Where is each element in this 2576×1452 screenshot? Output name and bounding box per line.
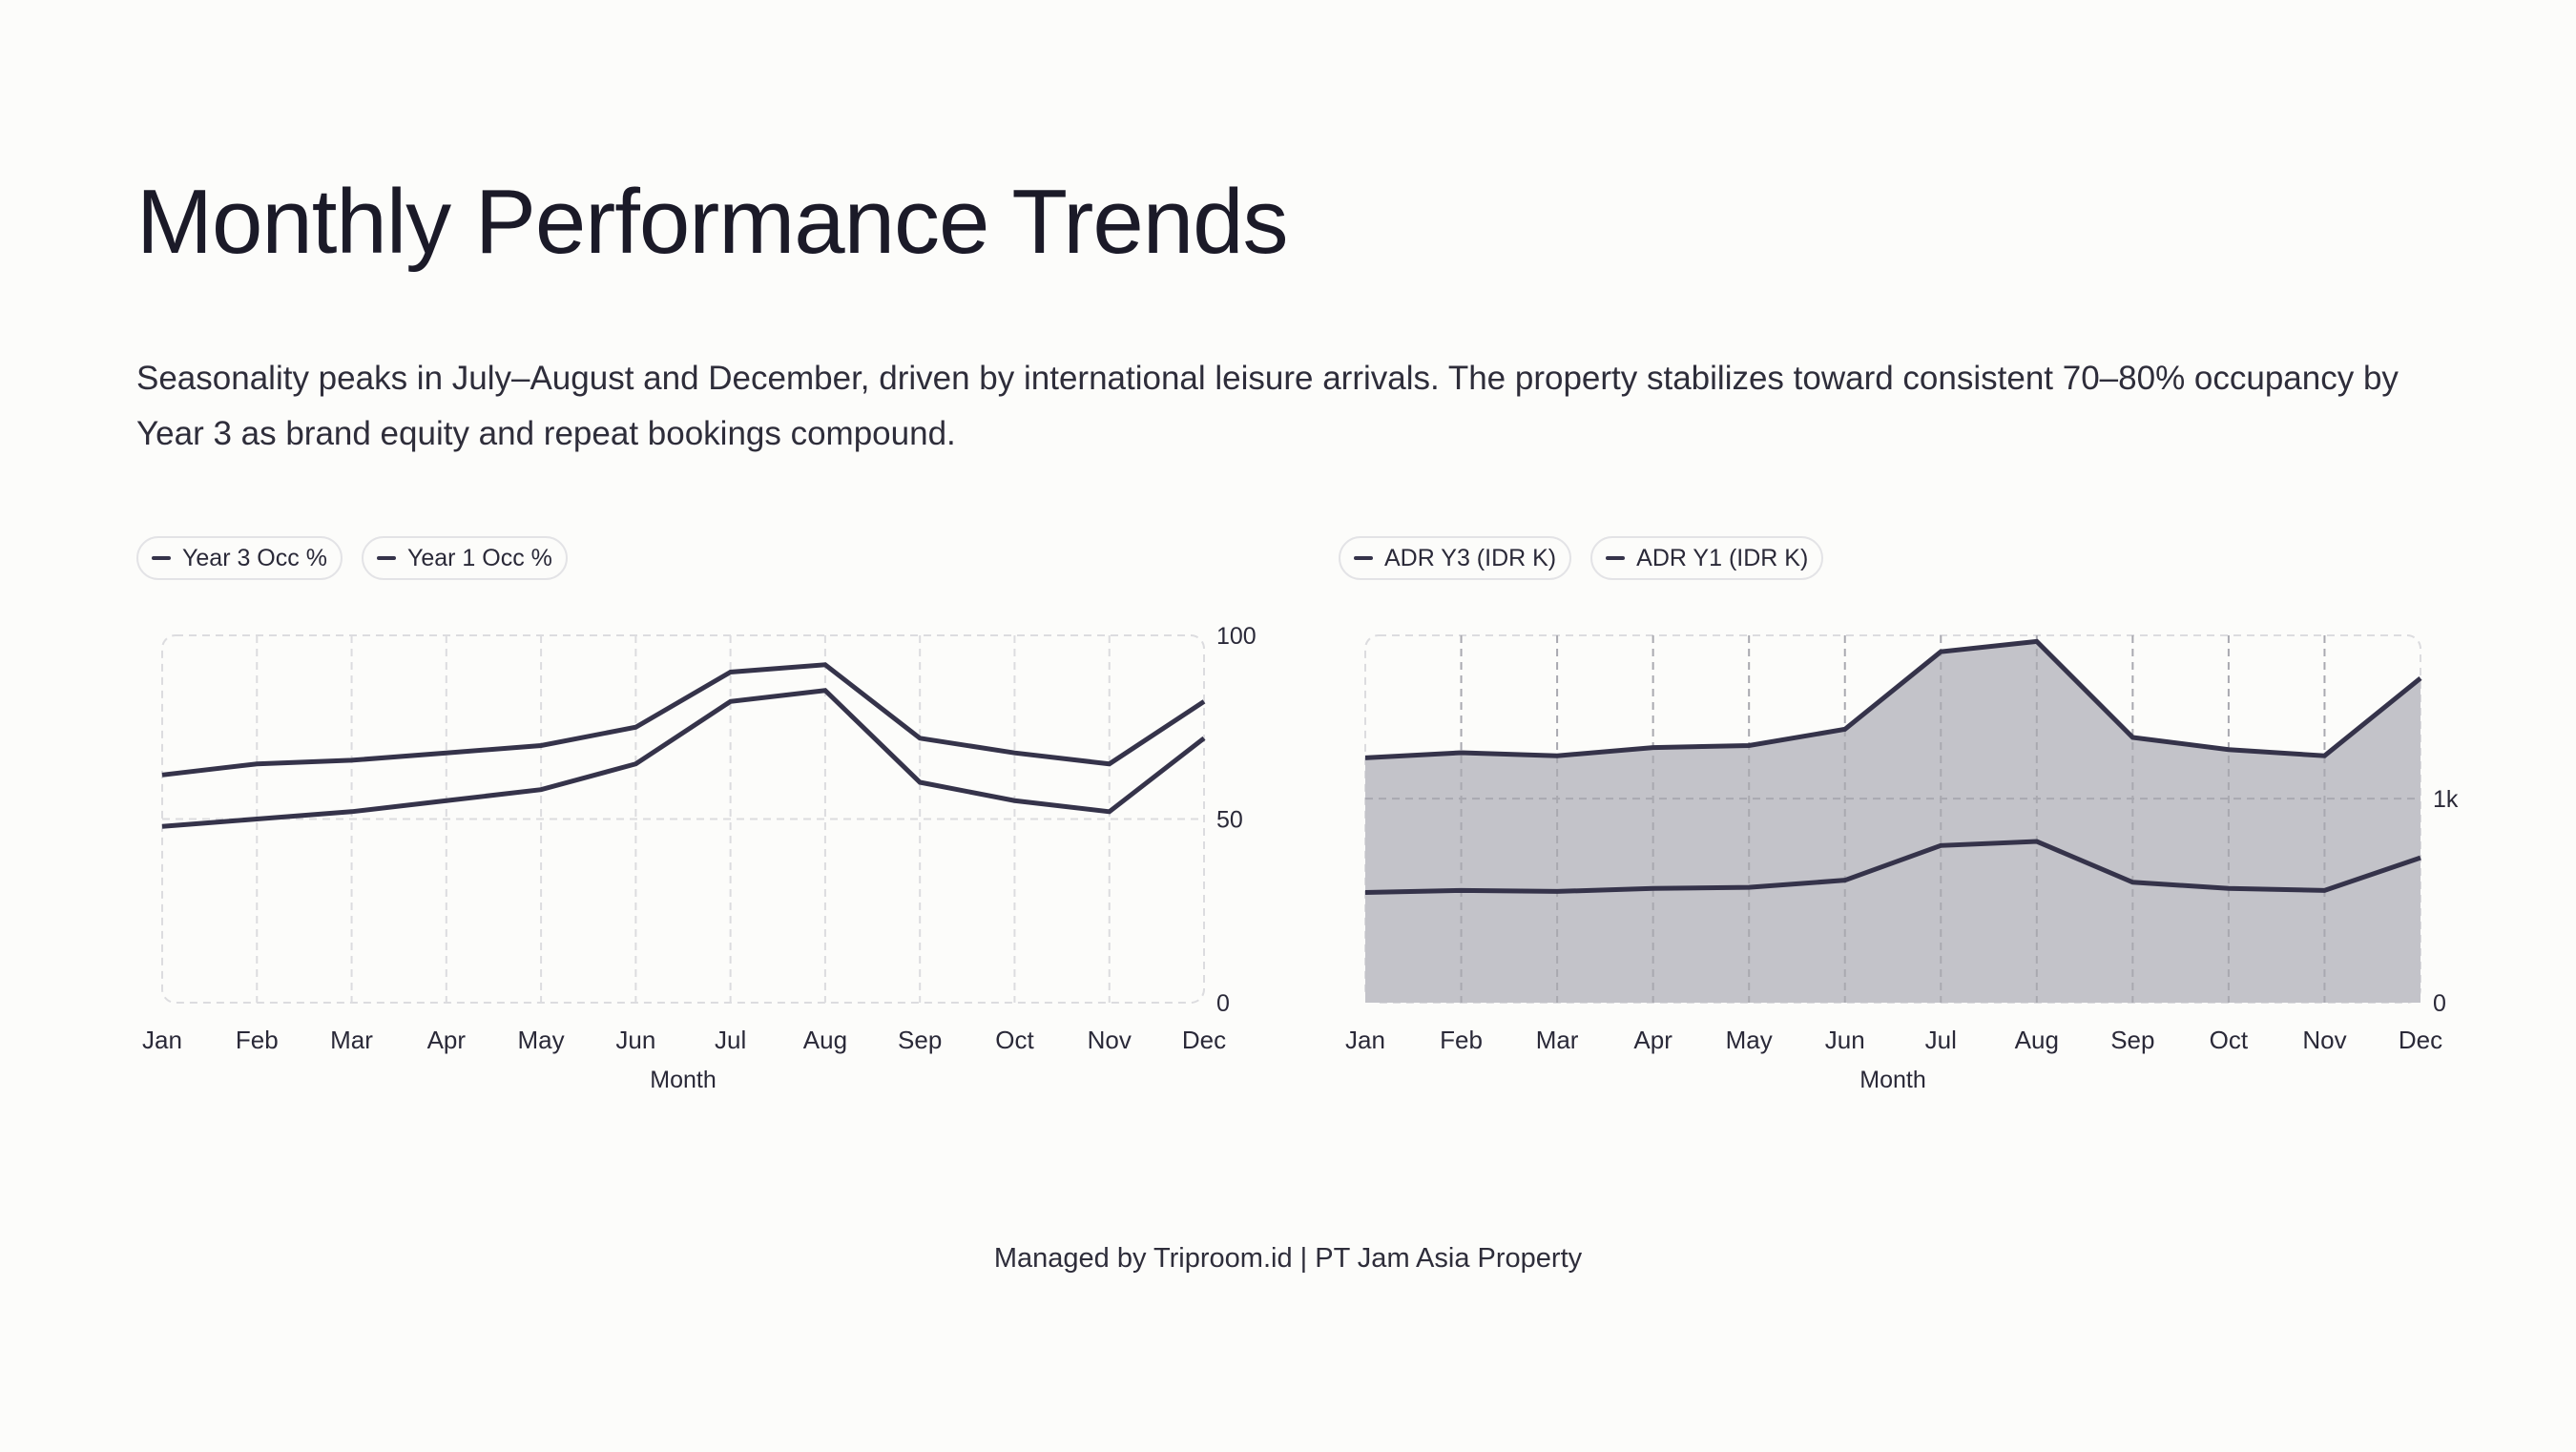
x-axis-label: Month (650, 1067, 716, 1093)
legend-adr: ADR Y3 (IDR K) ADR Y1 (IDR K) (1339, 536, 1824, 580)
plot-frame (161, 634, 1205, 1004)
legend-item-adr-y3[interactable]: ADR Y3 (IDR K) (1339, 536, 1572, 580)
page-subtitle: Seasonality peaks in July–August and Dec… (136, 360, 2399, 452)
series-line-0 (161, 662, 1206, 778)
legend-item-adr-y1[interactable]: ADR Y1 (IDR K) (1590, 536, 1824, 580)
line-swatch-icon (152, 556, 171, 560)
line-swatch-icon (1354, 556, 1373, 560)
y-tick-label: 100 (1216, 623, 1257, 650)
series-line-0 (1364, 638, 2422, 760)
legend-item-year3-occ[interactable]: Year 3 Occ % (136, 536, 343, 580)
x-tick-label: Nov (1088, 1026, 1132, 1054)
x-tick-label: Sep (2110, 1026, 2154, 1054)
y-tick-label: 0 (2433, 990, 2446, 1017)
line-swatch-icon (376, 556, 396, 560)
footer-credit: Managed by Triproom.id | PT Jam Asia Pro… (993, 1243, 1583, 1274)
x-tick-label: Jan (142, 1026, 182, 1054)
page-title: Monthly Performance Trends (136, 171, 1289, 273)
x-tick-label: Nov (2302, 1026, 2346, 1054)
series-area-0 (1365, 641, 2420, 1003)
x-tick-label: Mar (1536, 1026, 1579, 1054)
line-swatch-icon (1606, 556, 1626, 560)
series-line-1 (1364, 839, 2421, 895)
y-tick-label: 0 (1216, 990, 1230, 1017)
x-tick-label: Feb (236, 1026, 279, 1054)
legend-item-year1-occ[interactable]: Year 1 Occ % (361, 536, 568, 580)
x-tick-label: Mar (330, 1026, 373, 1054)
y-tick-label: 1k (2433, 786, 2459, 813)
legend-occupancy: Year 3 Occ % Year 1 Occ % (136, 536, 568, 580)
legend-label: ADR Y3 (IDR K) (1384, 544, 1557, 571)
x-tick-label: Oct (2210, 1026, 2249, 1054)
x-tick-label: Oct (995, 1026, 1034, 1054)
legend-label: Year 1 Occ % (406, 544, 552, 571)
legend-label: ADR Y1 (IDR K) (1636, 544, 1809, 571)
x-tick-label: Sep (898, 1026, 942, 1054)
x-tick-label: Apr (427, 1026, 467, 1054)
series-line-1 (161, 688, 1206, 829)
x-tick-label: Feb (1440, 1026, 1483, 1054)
x-tick-label: Jul (1925, 1026, 1957, 1054)
x-tick-label: Jun (615, 1026, 655, 1054)
x-tick-label: Dec (1182, 1026, 1226, 1054)
x-tick-label: May (518, 1026, 565, 1054)
x-tick-label: Aug (803, 1026, 847, 1054)
x-tick-label: Jan (1345, 1026, 1385, 1054)
x-tick-label: Jun (1825, 1026, 1865, 1054)
x-tick-label: Dec (2399, 1026, 2442, 1054)
y-tick-label: 50 (1216, 807, 1243, 834)
legend-label: Year 3 Occ % (182, 544, 327, 571)
x-tick-label: Aug (2015, 1026, 2059, 1054)
x-axis-label: Month (1859, 1067, 1925, 1093)
x-tick-label: Apr (1633, 1026, 1672, 1054)
x-tick-label: May (1726, 1026, 1773, 1054)
x-tick-label: Jul (715, 1026, 746, 1054)
